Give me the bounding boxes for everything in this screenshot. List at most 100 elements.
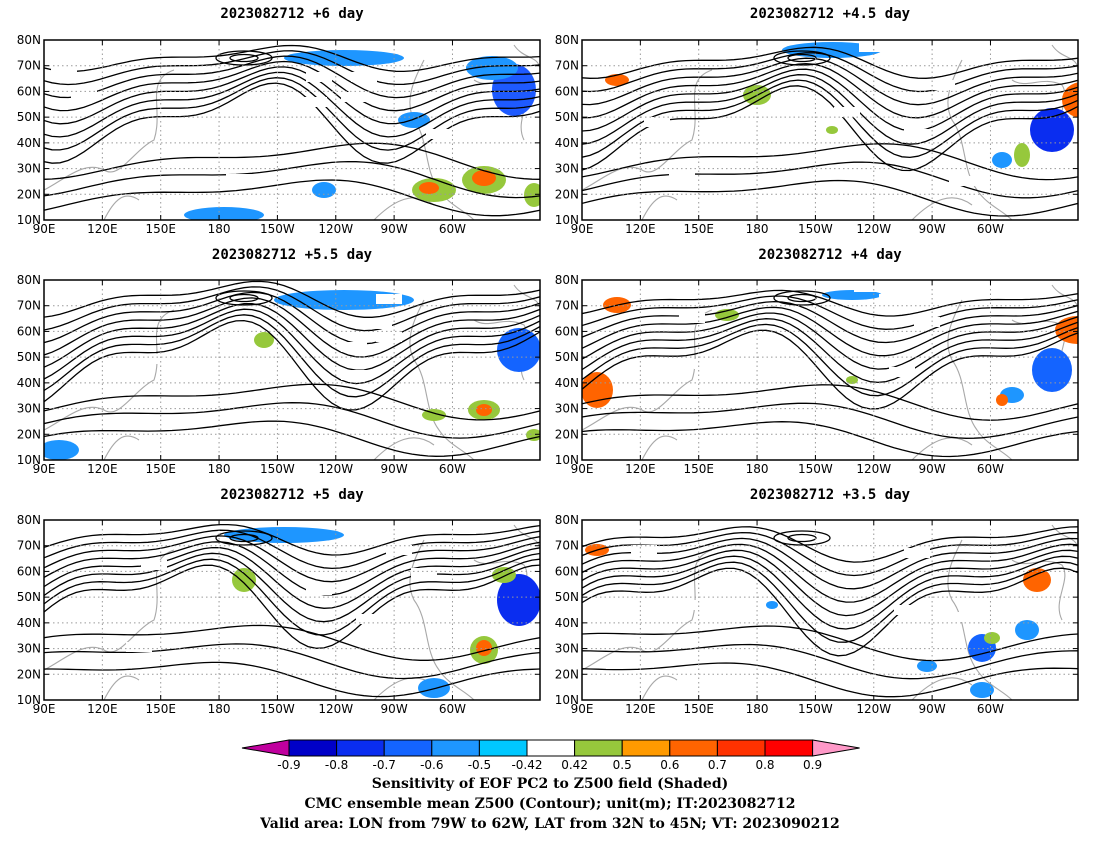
lon-tick-label: 120W bbox=[856, 702, 891, 716]
gridlines bbox=[44, 520, 540, 700]
colorbar-tick-label: 0.5 bbox=[613, 758, 632, 772]
lon-tick-label: 150E bbox=[145, 702, 176, 716]
lat-tick-label: 10N bbox=[17, 453, 41, 467]
colorbar-swatch bbox=[288, 739, 338, 757]
lon-tick-label: 150W bbox=[798, 222, 833, 236]
lat-tick-label: 50N bbox=[17, 350, 41, 364]
colorbar-tick-label: 0.9 bbox=[803, 758, 822, 772]
lon-tick-label: 150E bbox=[145, 222, 176, 236]
lon-tick-label: 180 bbox=[208, 462, 231, 476]
colorbar-swatch bbox=[669, 739, 718, 757]
colorbar-swatch bbox=[716, 739, 766, 757]
lon-tick-label: 90E bbox=[571, 222, 594, 236]
colorbar-swatch bbox=[526, 739, 576, 757]
lon-tick-label: 90W bbox=[381, 462, 408, 476]
lat-tick-label: 70N bbox=[17, 539, 41, 553]
map-svg: 54005520564056405880576057605880 80N 70N 60… bbox=[555, 513, 1079, 716]
lat-tick-label: 70N bbox=[555, 539, 579, 553]
lon-tick-label: 60W bbox=[439, 462, 466, 476]
lat-tick-label: 70N bbox=[555, 299, 579, 313]
lat-tick-label: 10N bbox=[17, 693, 41, 707]
colorbar-tick-label: -0.5 bbox=[468, 758, 491, 772]
map-svg: 54005520564056405760576058805880 80N 70N 60… bbox=[17, 273, 541, 476]
lat-tick-label: 40N bbox=[17, 136, 41, 150]
contour-labels: 5400552055205640564057605760588058805880 bbox=[111, 526, 477, 653]
coastlines bbox=[44, 44, 540, 220]
lon-tick-label: 90W bbox=[381, 222, 408, 236]
colorbar-swatch bbox=[478, 739, 528, 757]
lon-tick-label: 90E bbox=[571, 462, 594, 476]
z500-contours bbox=[44, 44, 540, 217]
gridlines bbox=[582, 520, 1078, 700]
lon-tick-label: 120E bbox=[87, 702, 118, 716]
lat-tick-label: 30N bbox=[17, 162, 41, 176]
lon-tick-label: 60W bbox=[977, 702, 1004, 716]
lat-tick-label: 20N bbox=[555, 667, 579, 681]
lon-tick-label: 120E bbox=[625, 702, 656, 716]
map-frame bbox=[581, 279, 1079, 461]
panel-title-1: 2023082712 +6 day bbox=[220, 6, 364, 22]
gridlines bbox=[582, 280, 1078, 460]
lat-tick-label: 60N bbox=[17, 324, 41, 338]
colorbar-max-arrow bbox=[812, 739, 860, 757]
lon-tick-label: 180 bbox=[746, 702, 769, 716]
z500-contours bbox=[44, 523, 540, 698]
lat-tick-label: 40N bbox=[555, 136, 579, 150]
lat-tick-label: 20N bbox=[17, 187, 41, 201]
caption-line-3: Valid area: LON from 79W to 62W, LAT fro… bbox=[260, 816, 840, 832]
gridlines bbox=[44, 40, 540, 220]
lat-tick-label: 80N bbox=[17, 33, 41, 47]
map-panel-5: 5400552055205640564057605760588058805880… bbox=[0, 508, 550, 724]
lon-tick-label: 180 bbox=[208, 702, 231, 716]
lon-tick-label: 120W bbox=[318, 702, 353, 716]
map-svg: 5520540055205640564057605760588058805880… bbox=[555, 33, 1079, 236]
z500-contours bbox=[582, 526, 1078, 698]
lon-tick-label: 60W bbox=[439, 222, 466, 236]
panel-title-5: 2023082712 +5 day bbox=[220, 487, 364, 503]
lon-tick-label: 150W bbox=[260, 222, 295, 236]
colorbar-tick-label: -0.6 bbox=[420, 758, 443, 772]
colorbar-tick-label: -0.7 bbox=[372, 758, 395, 772]
lat-tick-label: 30N bbox=[555, 162, 579, 176]
colorbar-tick-label: 0.42 bbox=[561, 758, 588, 772]
coastlines bbox=[44, 284, 540, 460]
lat-tick-label: 60N bbox=[555, 84, 579, 98]
sensitivity-shading bbox=[224, 527, 540, 698]
lat-tick-label: 30N bbox=[555, 402, 579, 416]
lat-tick-label: 80N bbox=[17, 513, 41, 527]
caption-line-2: CMC ensemble mean Z500 (Contour); unit(m… bbox=[304, 796, 796, 812]
sensitivity-shading bbox=[184, 50, 540, 220]
lon-tick-label: 120W bbox=[318, 462, 353, 476]
lat-tick-label: 20N bbox=[17, 427, 41, 441]
panel-title-3: 2023082712 +5.5 day bbox=[211, 247, 373, 263]
panel-title-2: 2023082712 +4.5 day bbox=[749, 6, 911, 22]
lon-tick-label: 120E bbox=[625, 462, 656, 476]
lat-tick-label: 50N bbox=[17, 110, 41, 124]
map-panel-4: 540055205640564057605760588058805880 80N 7… bbox=[538, 268, 1100, 484]
z500-contours bbox=[582, 46, 1078, 217]
lat-tick-label: 20N bbox=[17, 667, 41, 681]
lat-tick-label: 70N bbox=[17, 299, 41, 313]
map-panel-1: 56405760540055205640576058805880 80N 70N 60… bbox=[0, 28, 550, 244]
contour-labels: 54005520564056405880576057605880 bbox=[631, 520, 970, 630]
lat-tick-label: 80N bbox=[555, 273, 579, 287]
lat-tick-label: 30N bbox=[555, 642, 579, 656]
map-frame bbox=[43, 39, 541, 221]
map-frame bbox=[581, 519, 1079, 701]
map-panel-3: 54005520564056405760576058805880 80N 70N 60… bbox=[0, 268, 550, 484]
colorbar-swatch bbox=[431, 739, 480, 757]
map-svg: 540055205640564057605760588058805880 80N 7… bbox=[555, 273, 1079, 476]
lon-tick-label: 120E bbox=[87, 462, 118, 476]
lat-tick-label: 30N bbox=[17, 642, 41, 656]
lon-tick-label: 120W bbox=[856, 462, 891, 476]
z500-contours bbox=[44, 280, 540, 457]
z500-contours bbox=[582, 289, 1078, 458]
colorbar-tick-label: -0.9 bbox=[277, 758, 300, 772]
lon-tick-label: 90W bbox=[381, 702, 408, 716]
lat-tick-label: 60N bbox=[17, 84, 41, 98]
caption-line-1: Sensitivity of EOF PC2 to Z500 field (Sh… bbox=[371, 776, 729, 792]
lon-tick-label: 150W bbox=[260, 462, 295, 476]
map-svg: 5400552055205640564057605760588058805880… bbox=[17, 513, 541, 716]
lon-tick-label: 120W bbox=[318, 222, 353, 236]
lon-tick-label: 150W bbox=[798, 462, 833, 476]
